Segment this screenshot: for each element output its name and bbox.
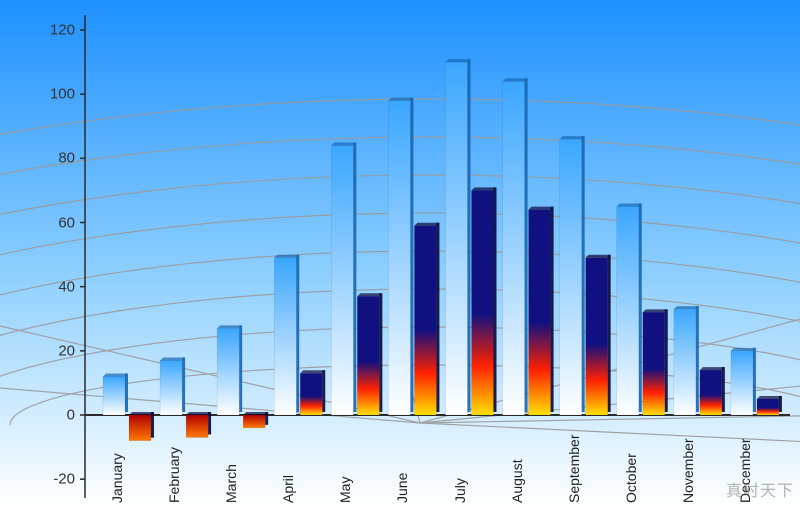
- y-tick-label: 20: [0, 342, 75, 359]
- series-a-bar-shadow: [410, 98, 413, 412]
- series-a-bar: [160, 360, 182, 415]
- y-tick-label: 120: [0, 22, 75, 39]
- y-tick-label: 60: [0, 214, 75, 231]
- series-a-bar-shadow: [239, 325, 242, 412]
- x-category-label: May: [337, 477, 353, 503]
- x-category-label: October: [623, 453, 639, 503]
- series-b-bar-shadow: [608, 255, 611, 412]
- series-b-bar-shadow: [208, 412, 211, 434]
- series-a-bar-shadow: [182, 357, 185, 412]
- series-b-bar-shadow: [151, 412, 154, 438]
- x-category-label: June: [394, 473, 410, 503]
- x-category-label: April: [280, 475, 296, 503]
- series-b-bar: [300, 373, 322, 415]
- series-a-bar-shadow: [468, 59, 471, 412]
- series-a-bar: [217, 328, 239, 415]
- series-a-bar: [274, 258, 296, 415]
- series-a-bar-shadow: [696, 306, 699, 412]
- series-a-bar: [560, 139, 582, 415]
- series-b-bar-shadow: [665, 309, 668, 412]
- series-a-bar-shadow: [125, 374, 128, 413]
- x-category-label: August: [509, 459, 525, 503]
- series-b-bar: [472, 190, 494, 415]
- series-b-bar-shadow: [551, 207, 554, 412]
- series-b-bar: [586, 258, 608, 415]
- y-tick-label: -20: [0, 471, 75, 488]
- series-b-bar-shadow: [436, 223, 439, 412]
- series-b-bar: [414, 226, 436, 415]
- series-a-bar-shadow: [296, 255, 299, 412]
- x-category-label: January: [109, 453, 125, 503]
- series-a-bar: [617, 206, 639, 415]
- series-a-bar: [446, 62, 468, 415]
- series-a-bar-shadow: [525, 78, 528, 412]
- x-category-label: September: [566, 435, 582, 503]
- series-b-bar-shadow: [322, 370, 325, 412]
- series-b-bar: [643, 312, 665, 415]
- y-tick-label: 40: [0, 278, 75, 295]
- series-b-bar: [129, 415, 151, 441]
- series-b-bar: [529, 210, 551, 415]
- series-a-bar: [388, 101, 410, 415]
- y-tick-label: 0: [0, 407, 75, 424]
- y-tick-label: 100: [0, 86, 75, 103]
- x-category-label: March: [223, 464, 239, 503]
- chart-stage: -20 0 20 40 60 80 100 120 January February March A…: [0, 0, 800, 505]
- series-a-bar: [331, 146, 353, 416]
- series-a-bar: [674, 309, 696, 415]
- series-b-bar: [243, 415, 265, 428]
- chart-svg: [0, 0, 800, 505]
- series-b-bar: [186, 415, 208, 437]
- series-b-bar-shadow: [379, 293, 382, 412]
- watermark-text: 真时天下: [726, 477, 794, 501]
- series-a-bar-shadow: [639, 203, 642, 412]
- y-tick-label: 80: [0, 150, 75, 167]
- x-category-label: February: [166, 447, 182, 503]
- series-b-bar-shadow: [722, 367, 725, 412]
- series-a-bar-shadow: [753, 348, 756, 412]
- series-a-bar: [503, 81, 525, 415]
- series-b-bar: [357, 296, 379, 415]
- series-b-bar: [700, 370, 722, 415]
- series-a-bar-shadow: [582, 136, 585, 412]
- series-b-bar: [757, 399, 779, 415]
- series-a-bar: [103, 377, 125, 416]
- x-category-label: July: [452, 478, 468, 503]
- series-a-bar: [731, 351, 753, 415]
- x-category-label: November: [680, 438, 696, 503]
- series-b-bar-shadow: [494, 187, 497, 412]
- series-a-bar-shadow: [353, 143, 356, 413]
